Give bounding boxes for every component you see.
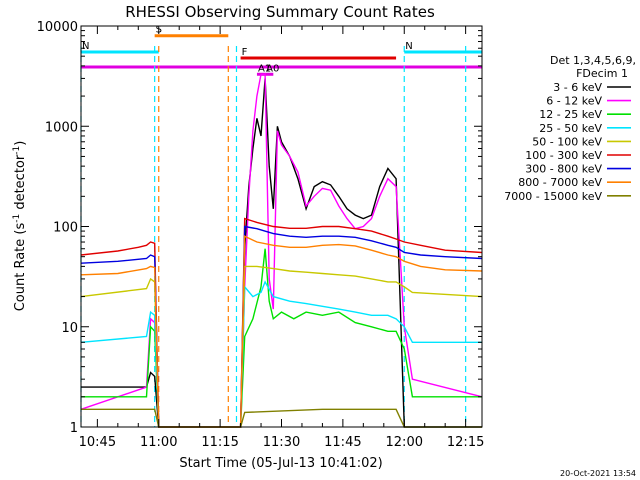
legend-header-line-1: Det 1,3,4,5,6,9, — [550, 54, 636, 67]
series-line — [80, 265, 483, 428]
x-tick-label: 11:00 — [140, 435, 177, 450]
y-axis-label-end: ) — [13, 141, 28, 146]
night-markers-layer — [80, 46, 467, 427]
y-axis-label: Count Rate (s-1 detector-1) — [12, 141, 28, 312]
y-tick-label: 10000 — [37, 20, 78, 35]
y-tick-label: 1 — [70, 421, 78, 436]
flag-label: N — [82, 41, 89, 52]
y-axis-label-mid: detector — [13, 154, 28, 214]
legend-entry-label: 25 - 50 keV — [539, 122, 602, 135]
legend-entry-label: 800 - 7000 keV — [518, 176, 602, 189]
y-axis-label-main: Count Rate (s — [13, 223, 28, 312]
series-line — [80, 225, 483, 428]
flag-label: F — [242, 47, 248, 58]
x-tick-label: 11:45 — [324, 435, 361, 450]
x-tick-label: 12:00 — [386, 435, 423, 450]
y-axis-label-sup2: -1 — [12, 146, 22, 155]
x-tick-label: 12:15 — [447, 435, 484, 450]
footer-timestamp: 20-Oct-2021 13:54 — [560, 469, 636, 478]
legend-entry-label: 7000 - 15000 keV — [504, 190, 602, 203]
legend-entry-label: 100 - 300 keV — [525, 149, 602, 162]
legend-entry-label: 50 - 100 keV — [532, 135, 602, 148]
series-line — [81, 78, 482, 428]
y-tick-label: 10 — [61, 321, 78, 336]
y-axis-label-sup1: -1 — [12, 214, 22, 223]
y-tick-label: 1000 — [45, 120, 78, 135]
flag-label: A1 — [258, 63, 271, 74]
series-line — [80, 217, 483, 428]
chart-title: RHESSI Observing Summary Count Rates — [125, 3, 435, 21]
legend-entry-label: 6 - 12 keV — [546, 95, 602, 108]
y-axis: 1 10 100 1000 10000 — [37, 20, 482, 436]
legend-entry-label: 300 - 800 keV — [525, 163, 602, 176]
x-tick-label: 10:45 — [79, 435, 116, 450]
x-axis-label: Start Time (05-Jul-13 10:41:02) — [179, 456, 382, 471]
plot-frame — [80, 25, 483, 428]
x-tick-label: 11:15 — [201, 435, 238, 450]
x-tick-label: 11:30 — [263, 435, 300, 450]
series-line — [80, 280, 482, 428]
x-axis: 10:45 11:00 11:15 11:30 11:45 12:00 12:15 — [79, 26, 484, 450]
series-line — [80, 235, 483, 428]
legend-entry-label: 3 - 6 keV — [553, 81, 602, 94]
legend-entry-label: 12 - 25 keV — [539, 108, 602, 121]
y-tick-label: 100 — [53, 221, 78, 236]
series-layer — [80, 73, 483, 428]
legend-header-line-2: FDecim 1 — [576, 67, 628, 80]
flag-label: A0 — [266, 63, 279, 74]
series-line — [80, 73, 483, 428]
series-line — [81, 408, 482, 428]
flag-label: N — [405, 41, 412, 52]
series-line — [81, 248, 482, 428]
